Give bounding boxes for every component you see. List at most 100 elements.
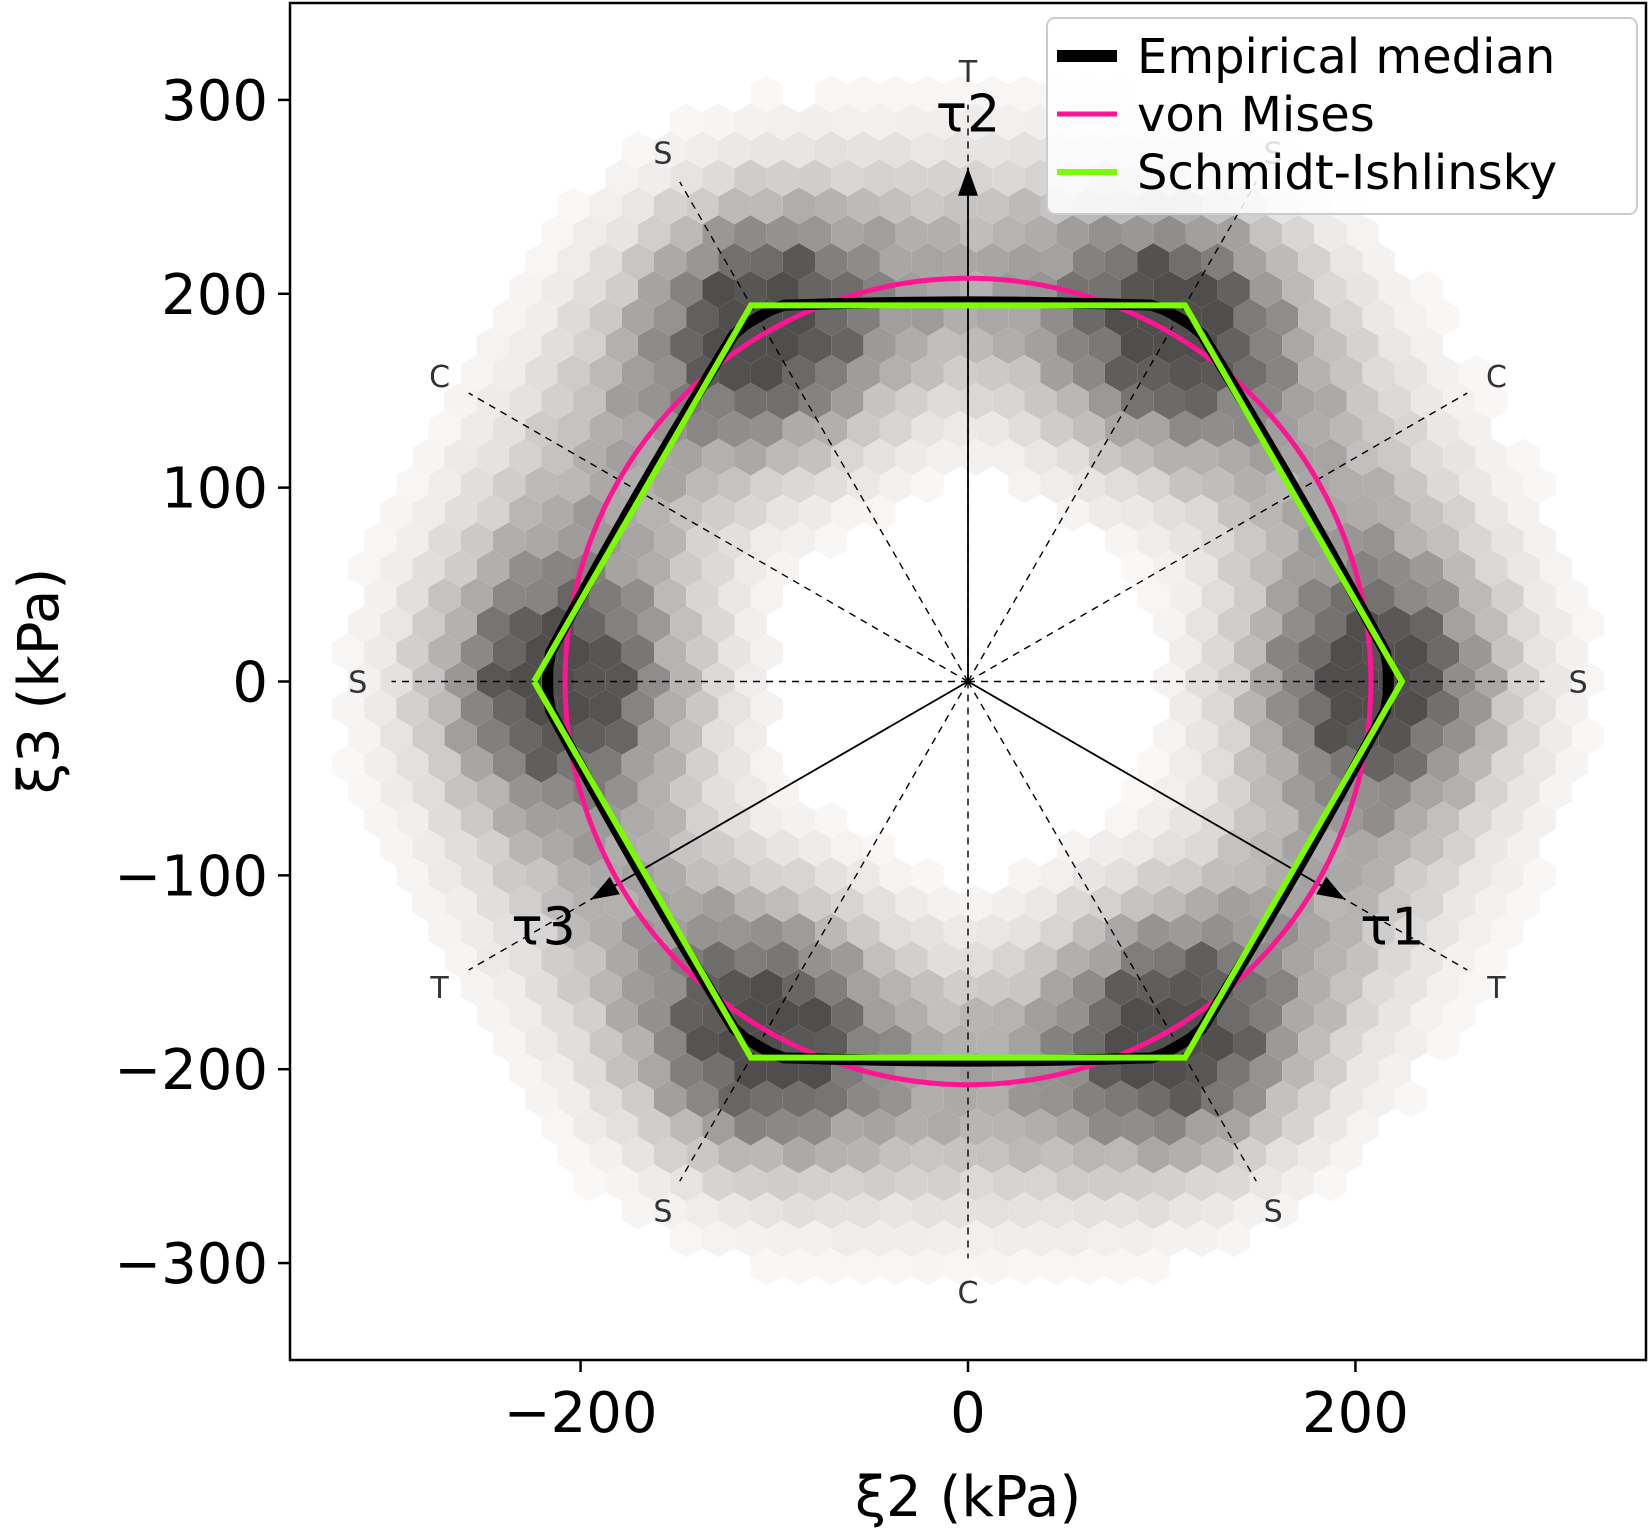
hexbin-219 <box>670 996 703 1034</box>
hexbin-837 <box>1217 438 1250 476</box>
hexbin-415 <box>476 829 510 867</box>
direction-line-4 <box>679 181 969 682</box>
hexbin-1118 <box>798 159 832 197</box>
hexbin-935 <box>1169 354 1202 392</box>
hexbin-424 <box>766 829 799 867</box>
hexbin-236 <box>1217 996 1250 1034</box>
hexbin-762 <box>863 494 896 532</box>
hexbin-643 <box>573 605 606 644</box>
hexbin-955 <box>798 326 832 364</box>
hexbin-443 <box>364 801 397 839</box>
hexbin-272 <box>1362 968 1395 1006</box>
hexbin-850 <box>525 410 558 448</box>
hexbin-978 <box>589 298 622 336</box>
hexbin-482 <box>670 773 703 811</box>
hexbin-107 <box>734 1108 767 1146</box>
hexbin-825 <box>831 438 864 476</box>
hexbin-51 <box>1266 1192 1299 1230</box>
hexbin-1158 <box>734 103 767 141</box>
hexbin-155 <box>509 1052 542 1090</box>
hexbin-826 <box>863 438 896 476</box>
hexbin-357 <box>863 885 896 923</box>
hexbin-946 <box>509 326 542 364</box>
hexbin-469 <box>1459 801 1492 839</box>
hexbin-177 <box>1217 1052 1250 1090</box>
hexbin-125 <box>1314 1108 1347 1146</box>
hexbin-326 <box>976 913 1009 951</box>
hexbin-343 <box>412 885 445 923</box>
hexbin-94 <box>1137 1136 1170 1174</box>
hexbin-553 <box>1539 717 1572 755</box>
hexbin-1061 <box>541 215 574 253</box>
hexbin-27 <box>1121 1220 1154 1258</box>
hexbin-162 <box>734 1052 767 1090</box>
hexbin-1059 <box>1330 243 1363 281</box>
hexbin-755 <box>637 494 671 532</box>
hexbin-552 <box>1507 717 1540 755</box>
hexbin-639 <box>444 605 477 644</box>
hexbin-276 <box>444 940 477 979</box>
hexbin-1119 <box>831 159 864 197</box>
hexbin-1178 <box>911 75 944 113</box>
hexbin-666 <box>460 578 493 616</box>
hexbin-945 <box>476 326 510 364</box>
hexbin-215 <box>541 996 574 1034</box>
hexbin-515 <box>1169 745 1202 783</box>
hexbin-1091 <box>686 187 719 225</box>
hexbin-441 <box>1475 829 1508 867</box>
hexbin-591 <box>637 661 671 699</box>
hexbin-871 <box>1201 410 1234 448</box>
hexbin-273 <box>1394 968 1427 1006</box>
hexbin-103 <box>605 1108 638 1146</box>
hexbin-1097 <box>879 187 912 225</box>
hexbin-516 <box>1201 745 1234 783</box>
hexbin-781 <box>492 466 526 504</box>
hexbin-497 <box>1475 773 1508 811</box>
hexbin-780 <box>460 466 493 504</box>
hexbin-563 <box>589 689 622 727</box>
hexbin-890 <box>766 382 799 420</box>
hexbin-900 <box>1088 382 1121 420</box>
hexbin-49 <box>1201 1192 1234 1230</box>
hexbin-555 <box>331 689 365 727</box>
hexbin-257 <box>879 968 912 1006</box>
hexbin-47 <box>1137 1192 1170 1230</box>
hexbin-321 <box>815 913 848 951</box>
hexbin-822 <box>734 438 767 476</box>
hexbin-518 <box>1266 745 1299 783</box>
hexbin-126 <box>1346 1108 1379 1146</box>
hexbin-111 <box>863 1108 896 1146</box>
hexbin-939 <box>1298 354 1331 392</box>
direction-label-4: S <box>653 137 672 172</box>
hexbin-426 <box>831 829 864 867</box>
hexbin-16 <box>766 1220 799 1258</box>
hexbin-245 <box>492 968 526 1006</box>
hexbin-831 <box>1024 438 1057 476</box>
hexbin-921 <box>718 354 751 392</box>
hexbin-927 <box>911 354 944 392</box>
hexbin-540 <box>734 717 767 755</box>
hexbin-797 <box>1072 466 1105 504</box>
hexbin-703 <box>766 550 799 588</box>
hexbin-105 <box>670 1108 703 1146</box>
hexbin-176 <box>1185 1052 1218 1090</box>
hexbin-488 <box>1185 773 1218 811</box>
hexbin-830 <box>992 438 1025 476</box>
hexbin-425 <box>798 829 832 867</box>
hexbin-281 <box>605 940 638 979</box>
hexbin-392 <box>847 857 880 895</box>
hexbin-67 <box>1056 1164 1089 1202</box>
hexbin-458 <box>1104 801 1138 839</box>
hexbin-351 <box>670 885 703 923</box>
hexbin-496 <box>1443 773 1476 811</box>
hexbin-722 <box>492 522 526 560</box>
hexbin-899 <box>1056 382 1089 420</box>
hexbin-97 <box>1233 1136 1266 1174</box>
hexbin-1095 <box>815 187 848 225</box>
hexbin-766 <box>1153 494 1186 532</box>
hexbin-511 <box>686 745 719 783</box>
hexbin-999 <box>1266 298 1299 336</box>
hexbin-216 <box>573 996 606 1034</box>
hexbin-510 <box>654 745 687 783</box>
